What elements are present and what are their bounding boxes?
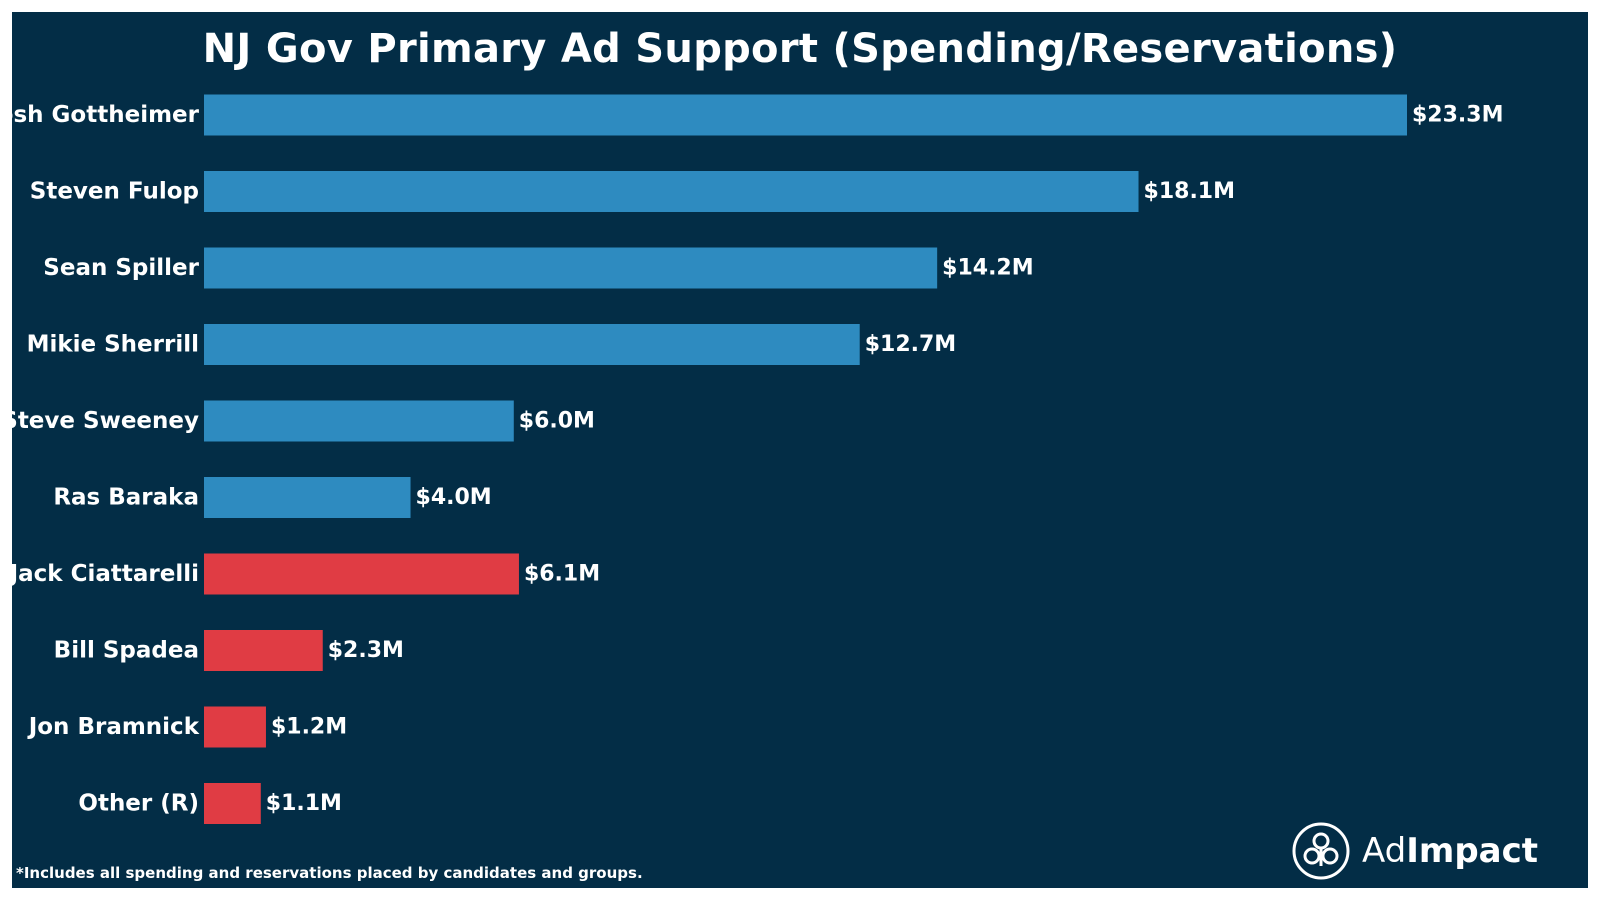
category-label-sean-spiller: Sean Spiller: [43, 255, 199, 281]
value-label-jack-ciattarelli: $6.1M: [524, 562, 600, 587]
category-label-jon-bramnick: Jon Bramnick: [27, 714, 200, 740]
adimpact-logo-text: AdImpact: [1362, 831, 1538, 871]
logo-text-light: Ad: [1362, 831, 1407, 871]
bar-bill-spadea: [204, 630, 323, 671]
bar-jon-bramnick: [204, 706, 266, 748]
category-label-bill-spadea: Bill Spadea: [54, 638, 199, 664]
value-label-josh-gottheimer: $23.3M: [1412, 103, 1503, 128]
value-label-steven-fulop: $18.1M: [1144, 179, 1235, 204]
logo-text-bold: Impact: [1406, 831, 1539, 871]
bar-jack-ciattarelli: [204, 553, 519, 595]
category-label-mikie-sherrill: Mikie Sherrill: [27, 332, 199, 358]
adimpact-logo: AdImpact: [1292, 818, 1538, 884]
value-label-bill-spadea: $2.3M: [328, 638, 404, 663]
chart-frame: NJ Gov Primary Ad Support (Spending/Rese…: [12, 12, 1588, 888]
bar-mikie-sherrill: [204, 324, 860, 365]
bar-sean-spiller: [204, 247, 938, 289]
category-label-ras-baraka: Ras Baraka: [53, 485, 199, 511]
value-label-jon-bramnick: $1.2M: [271, 715, 347, 740]
bar-ras-baraka: [204, 477, 411, 518]
bar-josh-gottheimer: [204, 94, 1407, 136]
footnote: *Includes all spending and reservations …: [16, 864, 643, 882]
category-label-jack-ciattarelli: Jack Ciattarelli: [12, 561, 199, 587]
bar-other-r: [204, 783, 261, 824]
category-label-josh-gottheimer: Josh Gottheimer: [12, 102, 200, 128]
value-label-ras-baraka: $4.0M: [416, 485, 492, 510]
value-label-sean-spiller: $14.2M: [942, 256, 1033, 281]
value-label-steve-sweeney: $6.0M: [519, 409, 595, 434]
chart-title: NJ Gov Primary Ad Support (Spending/Rese…: [202, 26, 1398, 72]
category-label-steve-sweeney: Steve Sweeney: [12, 408, 199, 434]
category-label-other-r: Other (R): [78, 791, 199, 817]
value-label-mikie-sherrill: $12.7M: [865, 332, 956, 357]
bar-steven-fulop: [204, 171, 1139, 212]
adimpact-logo-icon: [1292, 822, 1350, 880]
category-label-steven-fulop: Steven Fulop: [30, 179, 199, 205]
bar-chart: Josh Gottheimer $23.3M Steven Fulop $18.1M S…: [12, 94, 1503, 824]
bar-steve-sweeney: [204, 400, 514, 442]
value-label-other-r: $1.1M: [266, 791, 342, 816]
